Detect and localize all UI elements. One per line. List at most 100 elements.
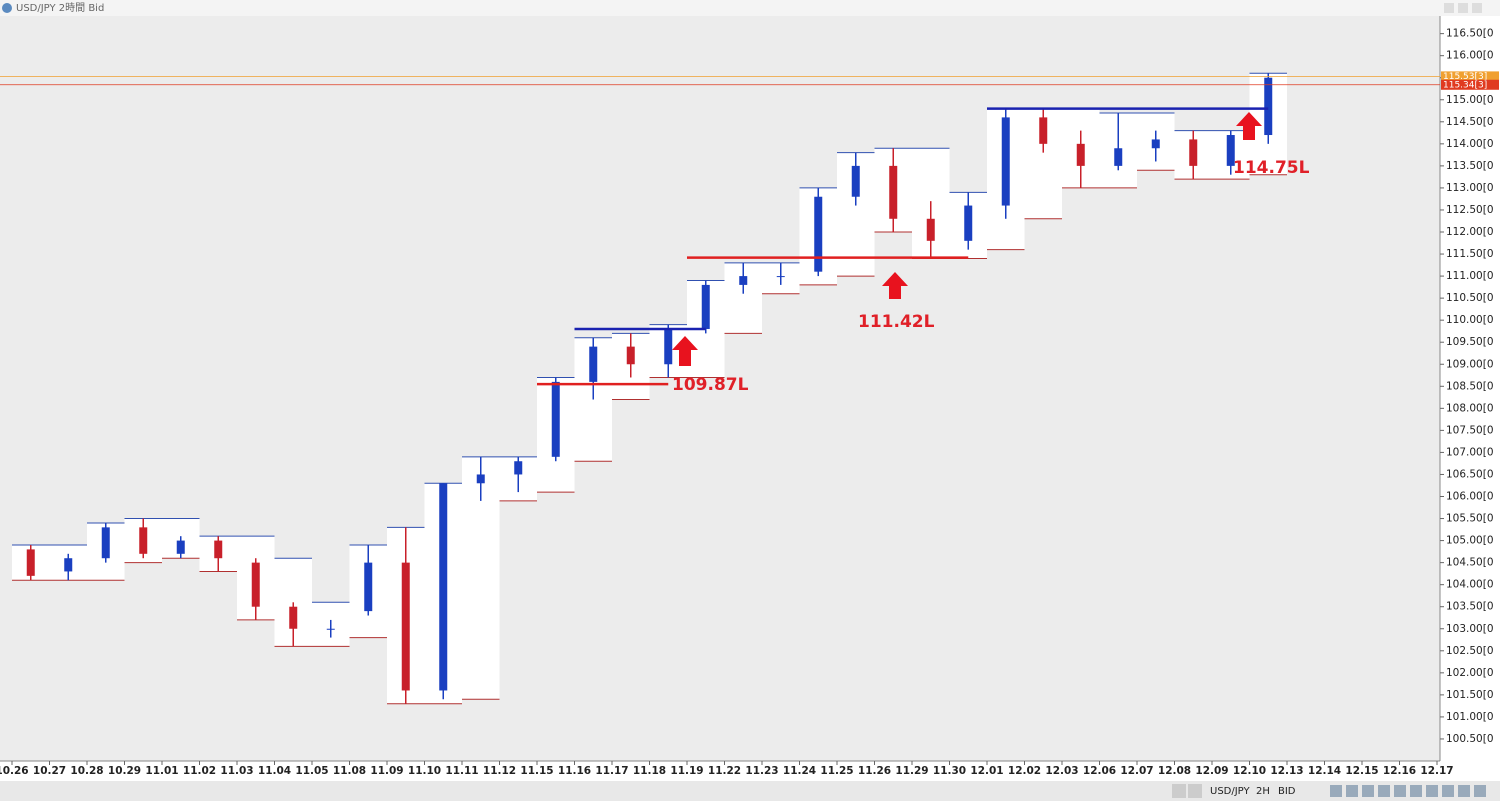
y-tick-label: 114.50[0 [1446, 116, 1494, 128]
y-tick-label: 100.50[0 [1446, 733, 1494, 745]
x-tick-label: 10.26 [0, 765, 29, 777]
y-tick-label: 110.00[0 [1446, 314, 1494, 326]
candle-body [1226, 135, 1235, 166]
y-tick-label: 105.00[0 [1446, 535, 1494, 547]
candle-body [1076, 143, 1085, 166]
x-tick-label: 10.28 [70, 765, 103, 777]
x-tick-label: 12.10 [1233, 765, 1266, 777]
x-tick-label: 12.08 [1158, 765, 1191, 777]
toolbar-icons [1330, 785, 1486, 797]
candle-body [1189, 139, 1198, 166]
title-bar [0, 0, 1500, 16]
period-selector[interactable]: 2H [1256, 786, 1270, 797]
y-tick-label: 102.00[0 [1446, 667, 1494, 679]
candle-body [851, 165, 860, 197]
tool-icon[interactable] [1410, 785, 1422, 797]
x-tick-label: 10.27 [33, 765, 66, 777]
close-button[interactable] [1472, 3, 1482, 13]
candle-body [589, 346, 598, 382]
x-tick-label: 10.29 [108, 765, 141, 777]
scroll-button[interactable] [1172, 784, 1186, 798]
y-tick-label: 108.00[0 [1446, 402, 1494, 414]
candle-body [64, 558, 73, 572]
x-tick-label: 11.17 [595, 765, 628, 777]
candle-body [251, 562, 260, 607]
tool-icon[interactable] [1346, 785, 1358, 797]
candle-body [26, 549, 35, 576]
candle-body [889, 165, 898, 219]
x-tick-label: 11.11 [445, 765, 478, 777]
symbol-selector[interactable]: USD/JPY [1210, 786, 1250, 797]
x-tick-label: 12.06 [1083, 765, 1116, 777]
y-tick-label: 107.50[0 [1446, 424, 1494, 436]
x-tick-label: 12.16 [1383, 765, 1416, 777]
x-tick-label: 11.10 [408, 765, 441, 777]
y-tick-label: 103.50[0 [1446, 601, 1494, 613]
x-tick-label: 11.01 [145, 765, 178, 777]
x-tick-label: 11.03 [220, 765, 253, 777]
y-tick-label: 108.50[0 [1446, 380, 1494, 392]
x-tick-label: 12.15 [1345, 765, 1378, 777]
y-tick-label: 107.00[0 [1446, 446, 1494, 458]
arrows [672, 112, 1262, 366]
scroll-button[interactable] [1188, 784, 1202, 798]
candle-body [1151, 139, 1160, 149]
candle-body [1114, 148, 1123, 166]
tool-icon[interactable] [1458, 785, 1470, 797]
candle-body [364, 562, 373, 612]
price-label: 115.34[3] [1443, 80, 1487, 90]
candle-body [1001, 117, 1010, 206]
x-tick-label: 11.26 [858, 765, 891, 777]
toolbar [0, 781, 1500, 801]
x-tick-label: 12.13 [1270, 765, 1303, 777]
price-side-selector[interactable]: BID [1278, 786, 1296, 797]
candle-body [776, 276, 785, 278]
candle-body [476, 474, 485, 484]
tool-icon[interactable] [1378, 785, 1390, 797]
x-tick-label: 11.29 [895, 765, 928, 777]
x-tick-label: 11.04 [258, 765, 291, 777]
tool-icon[interactable] [1330, 785, 1342, 797]
x-tick-label: 11.16 [558, 765, 591, 777]
y-tick-label: 109.00[0 [1446, 358, 1494, 370]
x-tick-label: 11.30 [933, 765, 966, 777]
minimize-button[interactable] [1444, 3, 1454, 13]
candle-body [1264, 77, 1273, 136]
maximize-button[interactable] [1458, 3, 1468, 13]
x-tick-label: 12.14 [1308, 765, 1341, 777]
y-tick-label: 113.00[0 [1446, 182, 1494, 194]
tool-icon[interactable] [1474, 785, 1486, 797]
y-tick-label: 109.50[0 [1446, 336, 1494, 348]
up-arrow [1236, 112, 1262, 140]
candle-body [326, 628, 335, 630]
tool-icon[interactable] [1426, 785, 1438, 797]
candle-body [176, 540, 185, 554]
candle-body [664, 328, 673, 365]
x-tick-label: 11.09 [370, 765, 403, 777]
candle-body [626, 346, 635, 365]
tool-icon[interactable] [1362, 785, 1374, 797]
candle-body [926, 218, 935, 241]
series-layer [12, 72, 1287, 705]
window-title: USD/JPY 2時間 Bid [16, 2, 104, 14]
tool-icon[interactable] [1394, 785, 1406, 797]
y-tick-label: 105.50[0 [1446, 513, 1494, 525]
x-tick-label: 12.07 [1120, 765, 1153, 777]
x-tick-label: 12.09 [1195, 765, 1228, 777]
y-tick-label: 103.00[0 [1446, 623, 1494, 635]
y-tick-label: 101.00[0 [1446, 711, 1494, 723]
x-tick-label: 11.23 [745, 765, 778, 777]
x-tick-label: 11.25 [820, 765, 853, 777]
x-tick-label: 11.24 [783, 765, 816, 777]
x-tick-label: 12.03 [1045, 765, 1078, 777]
tool-icon[interactable] [1442, 785, 1454, 797]
y-tick-label: 115.00[0 [1446, 94, 1494, 106]
up-arrow [882, 272, 908, 299]
y-tick-label: 104.50[0 [1446, 557, 1494, 569]
y-tick-label: 111.50[0 [1446, 248, 1494, 260]
annotation: 109.87L [672, 375, 749, 395]
candle-body [701, 284, 710, 329]
x-tick-label: 11.19 [670, 765, 703, 777]
